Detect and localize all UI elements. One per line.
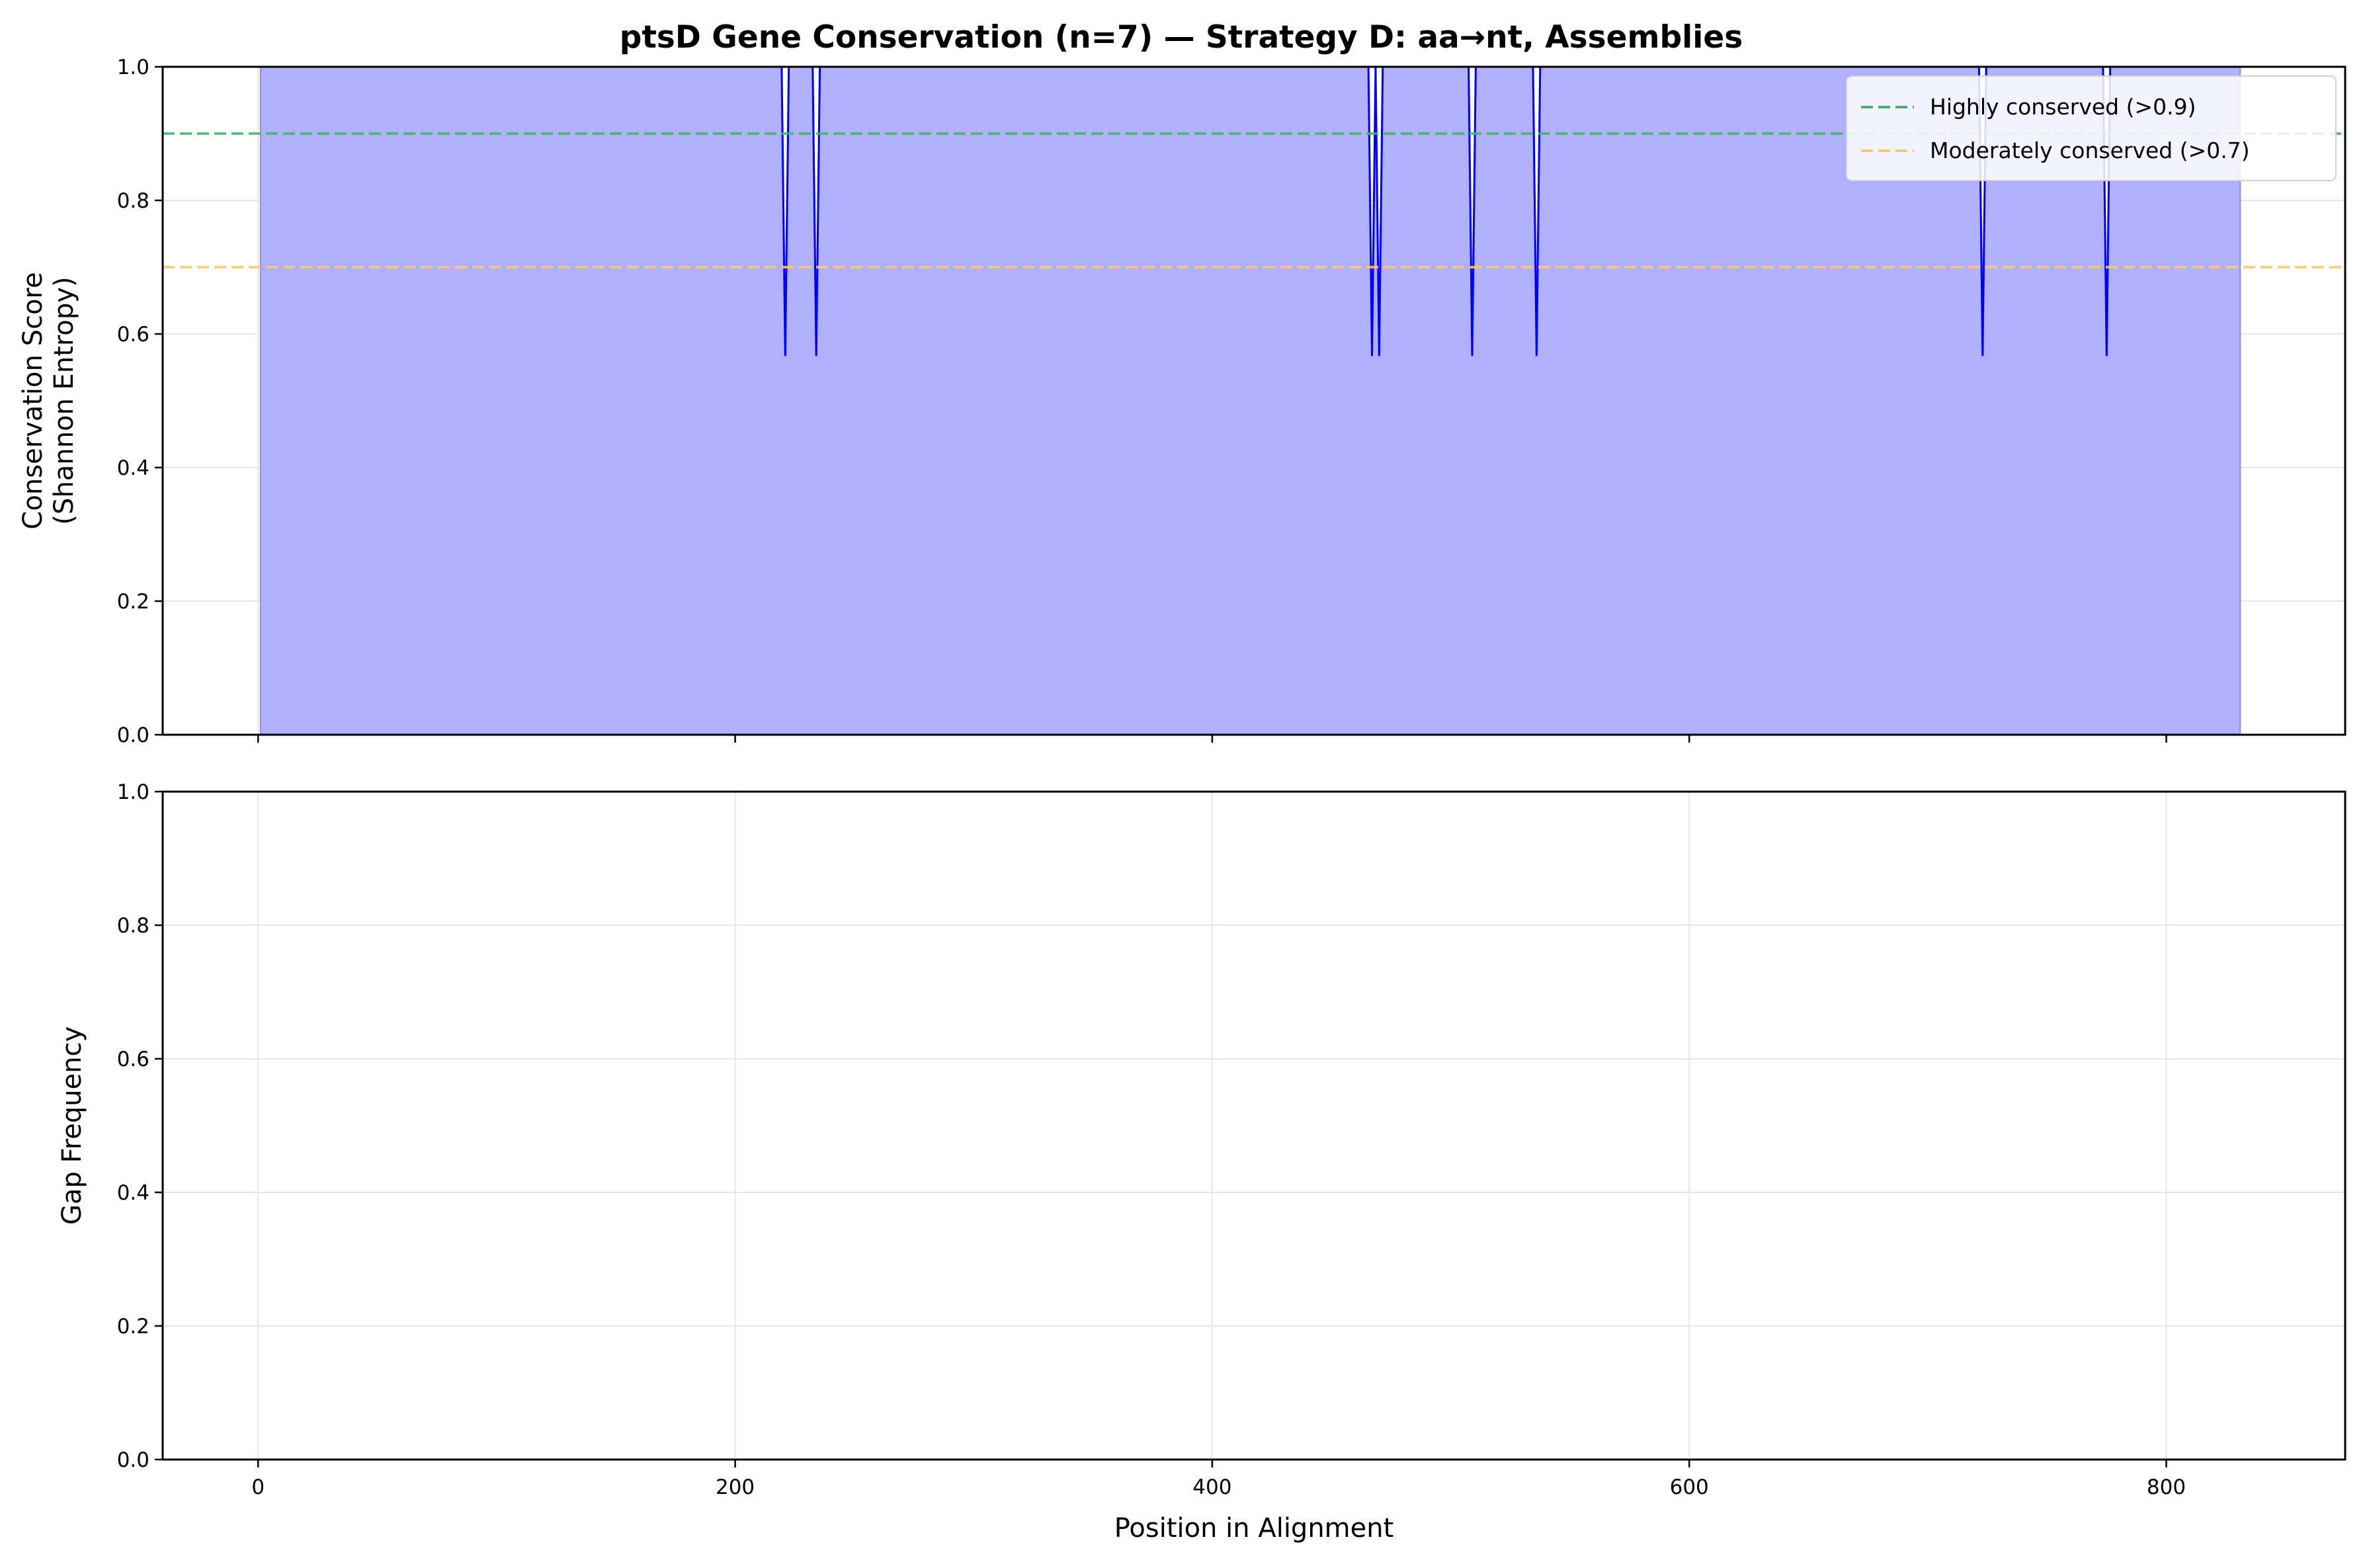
y-tick-label: 1.0 bbox=[117, 56, 149, 79]
conservation-area-fill bbox=[260, 67, 2241, 735]
x-tick-label: 600 bbox=[1670, 1475, 1709, 1499]
y-tick-label: 0.8 bbox=[117, 189, 149, 213]
x-tick-label: 0 bbox=[251, 1475, 265, 1499]
axes-frame bbox=[161, 790, 2346, 1461]
y-axis-label-line-2: (Shannon Entropy) bbox=[49, 276, 79, 524]
legend-entry-label: Moderately conserved (>0.7) bbox=[1930, 138, 2250, 163]
y-axis-label-line-1: Conservation Score bbox=[18, 272, 48, 529]
y-tick-label: 0.2 bbox=[117, 590, 149, 614]
y-tick-label: 0.0 bbox=[117, 1448, 149, 1472]
y-tick-label: 0.2 bbox=[117, 1315, 149, 1339]
legend-entry-label: Highly conserved (>0.9) bbox=[1930, 94, 2196, 120]
y-axis-label: Gap Frequency bbox=[57, 1026, 87, 1225]
gap-frequency-panel: 0.0 0.2 0.4 0.6 0.8 1.0 0 200 400 600 800 Gap Frequ… bbox=[57, 780, 2346, 1544]
axes-frame bbox=[161, 65, 2346, 736]
legend-box bbox=[1846, 75, 2337, 181]
conservation-panel: 0.0 0.2 0.4 0.6 0.8 1.0 Conservation Score (Sha… bbox=[18, 56, 2346, 747]
x-tick-label: 200 bbox=[716, 1475, 755, 1499]
y-tick-label: 0.4 bbox=[117, 456, 149, 480]
x-axis-label: Position in Alignment bbox=[1114, 1513, 1394, 1544]
y-tick-label: 0.8 bbox=[117, 914, 149, 938]
y-tick-label: 0.0 bbox=[117, 723, 149, 747]
x-tick-label: 400 bbox=[1192, 1475, 1231, 1499]
legend: Highly conserved (>0.9) Moderately conser… bbox=[1846, 75, 2337, 181]
y-tick-label: 0.6 bbox=[117, 323, 149, 347]
y-tick-label: 0.6 bbox=[117, 1048, 149, 1071]
x-tick-label: 800 bbox=[2147, 1475, 2186, 1499]
chart-title: ptsD Gene Conservation (n=7) — Strategy … bbox=[620, 19, 1743, 56]
y-tick-label: 1.0 bbox=[117, 780, 149, 804]
y-tick-label: 0.4 bbox=[117, 1181, 149, 1205]
